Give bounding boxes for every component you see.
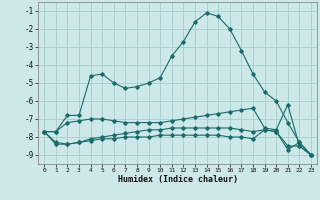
X-axis label: Humidex (Indice chaleur): Humidex (Indice chaleur) <box>118 175 238 184</box>
